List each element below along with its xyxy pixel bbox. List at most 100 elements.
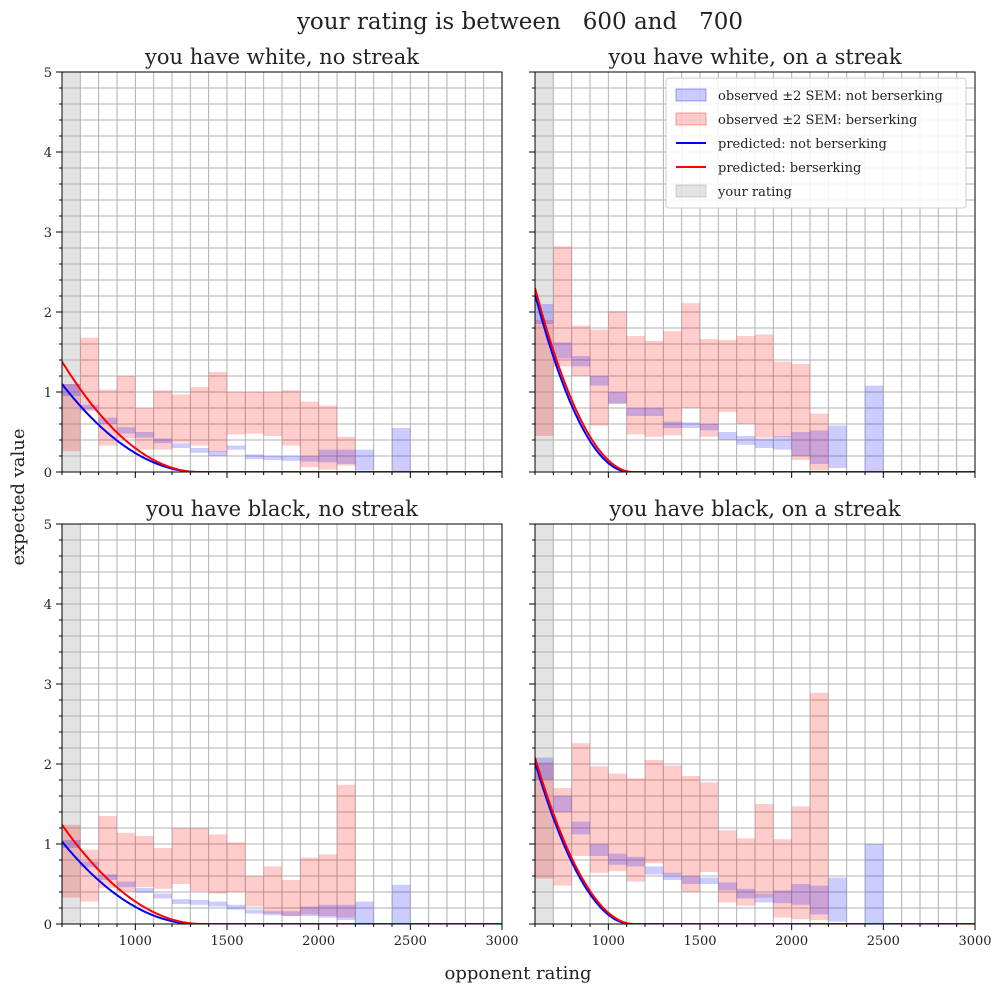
legend-entry: predicted: berserking <box>676 161 861 176</box>
observed-not-berserk-bar <box>208 901 227 907</box>
grid <box>535 524 975 924</box>
observed-berserk-bar <box>773 361 792 437</box>
ticks <box>529 523 976 930</box>
series-observed-berserk <box>62 337 356 470</box>
observed-not-berserk-bar <box>608 853 627 865</box>
y-tick-label: 3 <box>44 226 52 241</box>
panel-title: you have white, on a streak <box>607 45 901 69</box>
observed-not-berserk-bar <box>553 796 572 812</box>
series-observed-not-berserk <box>62 840 411 924</box>
observed-not-berserk-bar <box>117 427 136 434</box>
plot-content <box>535 524 975 924</box>
observed-berserk-bar <box>755 334 774 438</box>
plot-content <box>535 72 975 472</box>
predicted-not-berserk-line <box>535 294 975 472</box>
observed-berserk-bar <box>791 806 810 920</box>
observed-not-berserk-bar <box>645 866 664 875</box>
observed-not-berserk-bar <box>810 885 829 915</box>
observed-not-berserk-bar <box>718 882 737 891</box>
observed-not-berserk-bar <box>645 408 664 416</box>
observed-not-berserk-bar <box>755 438 774 448</box>
legend-label: your rating <box>717 185 792 200</box>
observed-berserk-bar <box>98 816 117 888</box>
y-tick-label: 3 <box>44 678 52 693</box>
observed-not-berserk-bar <box>700 424 719 431</box>
observed-not-berserk-bar <box>337 449 356 464</box>
panel-title: you have black, no streak <box>145 497 418 521</box>
y-axis-label: expected value <box>8 428 29 565</box>
observed-berserk-bar <box>608 311 627 404</box>
observed-berserk-bar <box>718 830 737 903</box>
legend-entry: predicted: not berserking <box>676 137 887 152</box>
observed-not-berserk-bar <box>590 376 609 386</box>
legend-entry: observed ±2 SEM: berserking <box>675 112 917 128</box>
observed-berserk-bar <box>755 804 774 898</box>
panel-black-no-streak: 1000 1500 2000 2500 3000 0 1 2 3 4 5 you have black… <box>44 497 519 949</box>
y-tick-label: 5 <box>44 66 52 81</box>
observed-berserk-bar <box>318 405 337 470</box>
observed-not-berserk-bar <box>810 430 829 464</box>
observed-not-berserk-bar <box>865 844 884 924</box>
x-axis-label: opponent rating <box>445 963 592 984</box>
y-tick-label: 1 <box>44 838 52 853</box>
panel-title: you have black, on a streak <box>608 497 900 521</box>
observed-berserk-bar <box>318 854 337 916</box>
y-tick-label: 0 <box>44 466 52 481</box>
observed-berserk-bar <box>282 880 301 916</box>
observed-berserk-bar <box>337 436 356 466</box>
observed-berserk-bar <box>227 842 246 892</box>
observed-berserk-bar <box>535 320 554 436</box>
observed-berserk-bar <box>337 784 356 918</box>
observed-berserk-bar <box>681 303 700 408</box>
observed-not-berserk-bar <box>98 874 117 880</box>
y-tick-label: 2 <box>44 306 52 321</box>
x-tick-label: 1500 <box>210 934 243 949</box>
observed-not-berserk-bar <box>608 392 627 404</box>
legend-label: predicted: berserking <box>718 161 861 176</box>
observed-not-berserk-bar <box>626 856 645 867</box>
observed-not-berserk-bar <box>300 906 319 916</box>
observed-not-berserk-bar <box>700 877 719 884</box>
legend-label: predicted: not berserking <box>718 137 887 152</box>
observed-not-berserk-bar <box>663 421 682 428</box>
observed-not-berserk-bar <box>828 425 847 468</box>
ticks <box>529 71 976 478</box>
observed-berserk-bar <box>117 376 136 439</box>
legend-entry: observed ±2 SEM: not berserking <box>675 88 943 104</box>
legend-box <box>665 77 967 209</box>
observed-berserk-bar <box>263 392 282 436</box>
observed-not-berserk-bar <box>98 417 117 424</box>
observed-berserk-bar <box>135 408 154 450</box>
observed-berserk-bar <box>117 832 136 892</box>
observed-berserk-bar <box>98 389 117 446</box>
observed-berserk-bar <box>153 848 172 889</box>
ticks <box>56 523 503 930</box>
series-observed-not-berserk <box>535 757 884 924</box>
observed-not-berserk-bar <box>791 884 810 905</box>
observed-not-berserk-bar <box>681 422 700 428</box>
observed-not-berserk-bar <box>355 449 374 471</box>
plot-content <box>62 72 502 472</box>
observed-berserk-bar <box>700 782 719 872</box>
observed-not-berserk-bar <box>681 876 700 884</box>
series-observed-berserk <box>535 246 829 471</box>
observed-berserk-bar <box>810 692 829 920</box>
predicted-not-berserk-line <box>62 840 502 924</box>
observed-not-berserk-bar <box>865 385 884 472</box>
x-tick-label: 2000 <box>302 934 335 949</box>
observed-not-berserk-bar <box>282 911 301 916</box>
observed-not-berserk-bar <box>80 404 99 410</box>
observed-berserk-bar <box>153 390 172 450</box>
observed-not-berserk-bar <box>282 456 301 461</box>
x-tick-label: 2500 <box>867 934 900 949</box>
observed-berserk-bar <box>736 838 755 906</box>
x-tick-label: 3000 <box>958 934 991 949</box>
observed-not-berserk-bar <box>626 408 645 416</box>
observed-not-berserk-bar <box>80 861 99 868</box>
grid <box>62 524 502 924</box>
observed-not-berserk-bar <box>135 888 154 893</box>
observed-berserk-bar <box>80 337 99 412</box>
observed-not-berserk-bar <box>392 884 411 924</box>
x-tick-label: 2500 <box>394 934 427 949</box>
x-tick-label: 2000 <box>775 934 808 949</box>
